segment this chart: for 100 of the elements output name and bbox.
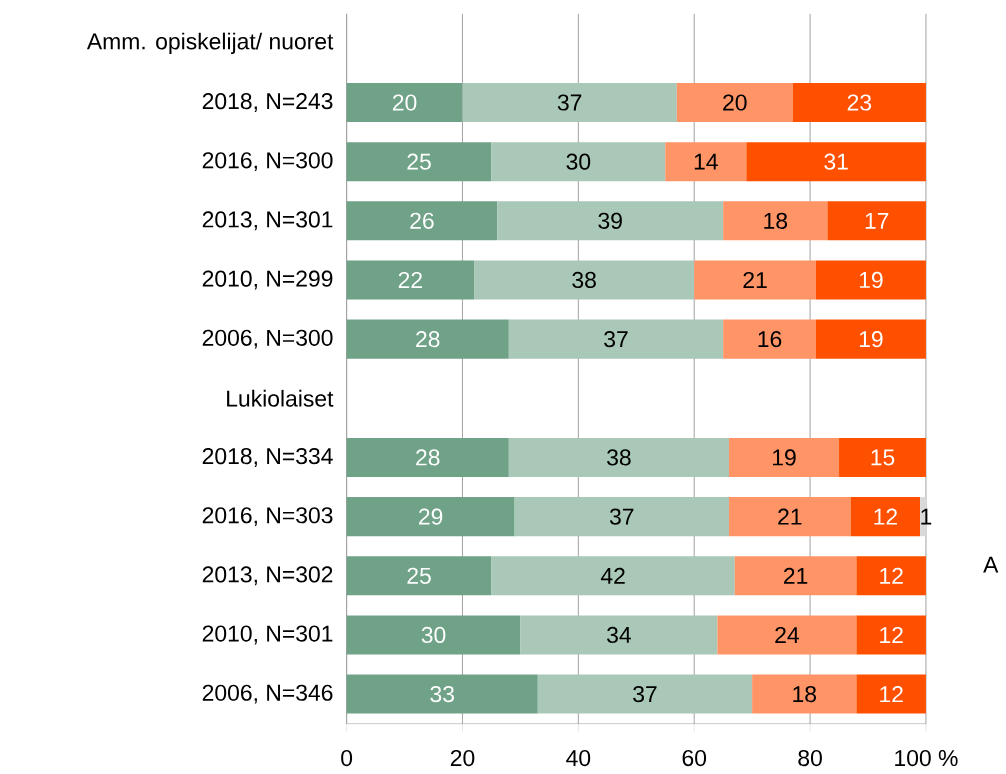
x-tick-label: 0 [341, 750, 353, 767]
x-tick-label: 60 [682, 750, 707, 767]
data-label: 31 [824, 153, 848, 170]
bar [514, 497, 729, 537]
data-label: 38 [607, 449, 631, 466]
data-label: 39 [598, 212, 622, 230]
x-tick-label: 100 % [895, 750, 958, 767]
data-label: 37 [609, 508, 634, 525]
x-tick-label: 40 [566, 750, 591, 767]
data-label: 33 [430, 686, 454, 703]
bar [827, 201, 926, 241]
y-tick-label: 2016, N=303 [202, 507, 333, 527]
bar [474, 260, 695, 300]
bar [734, 556, 857, 596]
bar [850, 497, 921, 537]
data-label: 37 [604, 331, 628, 348]
data-label: 12 [874, 508, 897, 525]
data-label: 18 [793, 686, 817, 703]
bar [723, 319, 816, 359]
data-label: 28 [416, 449, 440, 466]
text: A [983, 556, 999, 573]
data-label: 20 [723, 94, 747, 111]
data-label: 30 [566, 153, 591, 170]
data-label: 26 [410, 212, 434, 230]
data-label: 1 [921, 508, 932, 525]
bar [491, 142, 666, 182]
data-label: 22 [398, 272, 422, 289]
data-label: 20 [392, 94, 417, 111]
data-label: 25 [407, 567, 431, 585]
data-label: 24 [775, 627, 799, 644]
bar [462, 83, 677, 123]
bar [815, 319, 926, 359]
data-label: 21 [778, 508, 802, 525]
y-tick-label: 2013, N=302 [202, 566, 333, 586]
y-tick-label: 2010, N=301 [202, 625, 333, 645]
y-tick-label: Lukiolaiset [227, 389, 334, 407]
bar [746, 142, 926, 182]
y-tick-label: 2018, N=334 [202, 448, 333, 468]
data-label: 37 [557, 94, 582, 111]
data-label: 29 [419, 508, 443, 525]
y-tick-label: Amm. opiskelijat/ nuoret [86, 32, 334, 55]
bar [728, 497, 851, 537]
y-tick-label: 2018, N=243 [202, 93, 333, 113]
bar [752, 674, 857, 714]
bar [665, 142, 747, 182]
data-label: 18 [764, 212, 788, 230]
bar [346, 497, 515, 537]
bar [346, 83, 463, 123]
bar [346, 674, 538, 714]
bar [856, 556, 926, 596]
data-label: 15 [871, 449, 895, 466]
bar [346, 201, 498, 241]
bar [508, 319, 724, 359]
data-label: 21 [784, 567, 808, 584]
data-label: 21 [743, 272, 767, 289]
bar [676, 83, 793, 123]
data-label: 23 [847, 94, 872, 111]
bar [728, 438, 840, 478]
bar [723, 201, 828, 241]
data-label: 42 [600, 567, 625, 584]
data-label: 19 [773, 449, 796, 466]
data-label: 38 [572, 271, 596, 289]
bar [856, 615, 926, 655]
x-tick-label: 80 [798, 750, 822, 767]
y-tick-label: 2013, N=301 [202, 211, 333, 231]
y-tick-label: 2006, N=346 [202, 684, 333, 704]
data-label: 17 [865, 213, 889, 229]
data-label: 28 [416, 331, 440, 348]
bar [717, 615, 857, 655]
bar [346, 260, 475, 300]
y-tick-label: 2010, N=299 [202, 270, 333, 290]
y-tick-label: 2016, N=300 [202, 152, 333, 172]
data-label: 30 [421, 626, 446, 644]
bar [497, 201, 724, 241]
bar [520, 615, 718, 655]
data-label: 34 [607, 626, 631, 644]
bar [346, 438, 509, 478]
data-label: 37 [633, 686, 657, 703]
bar [537, 674, 753, 714]
bar [839, 438, 926, 478]
data-label: 12 [880, 686, 903, 703]
bar [346, 556, 492, 596]
bar [346, 319, 509, 359]
bar [346, 142, 492, 182]
data-label: 16 [758, 331, 782, 348]
y-tick-label: 2006, N=300 [202, 329, 333, 349]
x-tick-label: 20 [450, 750, 475, 767]
data-label: 19 [859, 271, 883, 289]
data-label: 12 [880, 627, 903, 644]
bar [856, 674, 926, 714]
bar [694, 260, 816, 300]
bar [346, 615, 521, 655]
data-label: 19 [859, 331, 883, 348]
bar [508, 438, 729, 478]
data-label: 25 [407, 153, 431, 170]
bar [815, 260, 926, 300]
data-label: 12 [880, 567, 903, 584]
bar [491, 556, 735, 596]
data-label: 14 [694, 153, 718, 170]
bar [792, 83, 926, 123]
